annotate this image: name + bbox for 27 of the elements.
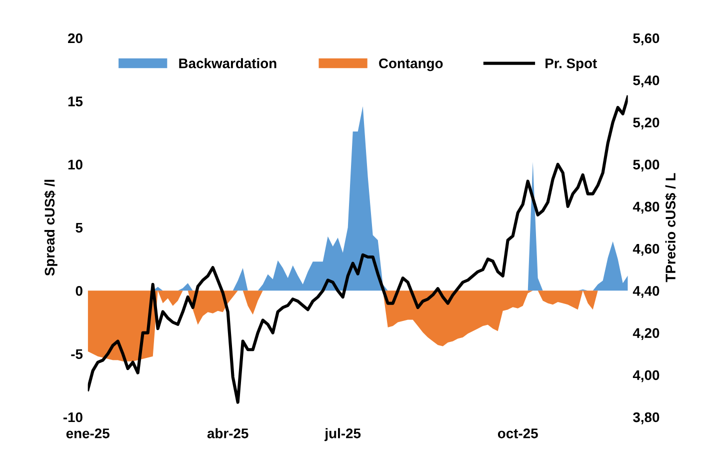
x-tick-label: oct-25 — [498, 428, 538, 438]
y2-tick-label: 3,80 — [633, 412, 660, 424]
y2-tick-label: 5,00 — [633, 160, 660, 172]
legend-label: Backwardation — [179, 58, 276, 68]
y-tick-label: 5 — [76, 222, 83, 233]
y2-tick-label: 5,60 — [633, 33, 660, 46]
y-tick-label: -10 — [63, 412, 82, 422]
line-series — [88, 95, 628, 404]
y-tick-label: 20 — [68, 33, 82, 44]
x-tick-label: abr-25 — [207, 428, 248, 438]
legend-label: Contango — [379, 58, 443, 72]
y-tick-label: -5 — [71, 349, 83, 360]
y2-tick-label: 4,80 — [632, 202, 660, 214]
y-tick-label: 0 — [76, 286, 82, 296]
y2-tick-label: 5,40 — [633, 75, 660, 88]
x-tick-label: ene-25 — [66, 428, 110, 438]
y2-tick-label: 4,20 — [632, 328, 660, 340]
y-tick-label: 15 — [68, 96, 83, 106]
y2-tick-label: 4,00 — [632, 370, 660, 382]
y2-tick-label: 4,60 — [632, 244, 660, 256]
y2-tick-label: 4,40 — [632, 286, 660, 298]
y2-axis-title: TPrecio cUS$ / L — [665, 173, 676, 282]
y-axis-title: Spread cUS$ /l — [44, 180, 58, 276]
legend-label: Pr. Spot — [546, 58, 597, 72]
y2-tick-label: 5,20 — [633, 118, 660, 130]
x-tick-label: jul-25 — [324, 428, 361, 442]
y-tick-label: 10 — [68, 160, 82, 170]
